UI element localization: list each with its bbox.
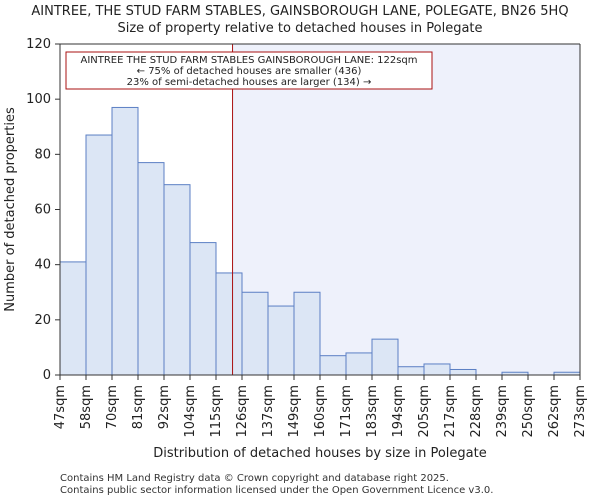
x-tick-label: 171sqm [339,385,354,438]
bar-58sqm [85,134,113,376]
annotation-line-1: AINTREE THE STUD FARM STABLES GAINSBOROU… [80,55,417,66]
bar-126sqm [241,291,269,376]
x-tick-label: 70sqm [105,385,120,429]
bar-104sqm [189,242,217,376]
x-tick-label: 58sqm [79,385,94,429]
x-tick-label: 183sqm [365,385,380,438]
bar-70sqm [111,106,139,376]
x-tick-label: 160sqm [313,385,328,438]
x-tick-label: 250sqm [521,385,536,438]
bar-183sqm [371,338,399,376]
x-tick-label: 115sqm [209,385,224,438]
annotation-line-3: 23% of semi-detached houses are larger (… [127,77,372,88]
y-tick-label: 20 [34,313,51,328]
bar-160sqm [319,355,347,376]
x-tick-label: 217sqm [443,385,458,438]
y-axis-label: Number of detached properties [3,107,18,312]
y-tick-label: 120 [26,37,51,52]
x-tick-label: 239sqm [495,385,510,438]
bar-149sqm [293,291,321,376]
annotation-line-2: ← 75% of detached houses are smaller (43… [137,66,362,77]
y-tick-label: 60 [34,203,51,218]
bar-171sqm [345,352,373,376]
x-tick-label: 47sqm [53,385,68,429]
footer-line-1: Contains HM Land Registry data © Crown c… [60,473,449,484]
x-tick-label: 149sqm [287,385,302,438]
bar-47sqm [59,261,87,376]
x-tick-label: 104sqm [183,385,198,438]
y-tick-label: 80 [34,147,51,162]
x-tick-label: 92sqm [157,385,172,429]
bar-205sqm [423,363,451,376]
x-axis-label: Distribution of detached houses by size … [153,446,486,461]
chart-title: AINTREE, THE STUD FARM STABLES, GAINSBOR… [31,4,569,19]
footer-line-2: Contains public sector information licen… [60,485,494,496]
x-tick-label: 262sqm [547,385,562,438]
x-tick-label: 205sqm [417,385,432,438]
x-tick-label: 194sqm [391,385,406,438]
bar-81sqm [137,162,165,376]
bar-194sqm [397,366,425,376]
y-tick-label: 0 [43,368,51,383]
bar-217sqm [449,368,477,376]
bar-92sqm [163,184,191,376]
x-tick-label: 273sqm [573,385,588,438]
annotation-box [65,51,433,90]
chart-subtitle: Size of property relative to detached ho… [117,21,483,36]
bar-115sqm [215,272,243,376]
y-tick-label: 100 [26,92,51,107]
x-tick-label: 228sqm [469,385,484,438]
bar-137sqm [267,305,295,376]
x-tick-label: 81sqm [131,385,146,429]
y-tick-label: 40 [34,258,51,273]
x-tick-label: 126sqm [235,385,250,438]
x-tick-label: 137sqm [261,385,276,438]
